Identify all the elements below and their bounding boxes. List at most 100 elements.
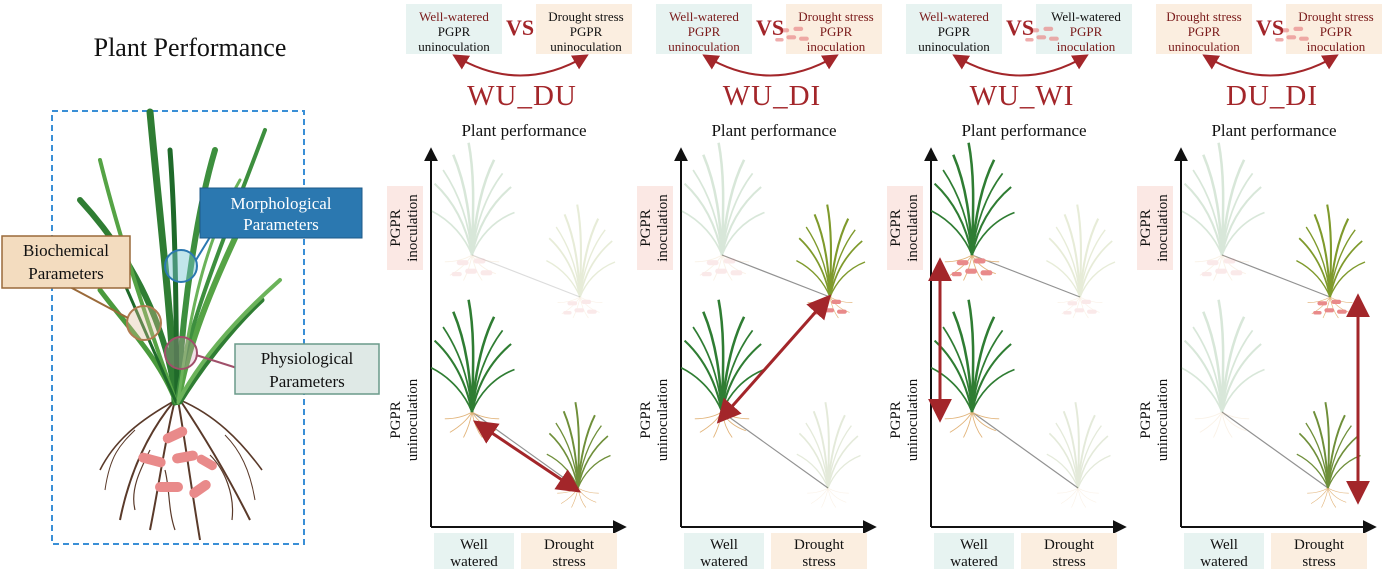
- plant-wu-roots: [944, 411, 1000, 438]
- uninoculation-trend-line: [1221, 411, 1329, 489]
- compare-left-line: PGPR: [438, 24, 471, 39]
- physiological-label-line2: Parameters: [269, 372, 345, 391]
- compare-right-line: inoculation: [807, 39, 866, 54]
- inoculation-trend-line: [971, 254, 1081, 298]
- comparison-curved-arrow: [702, 54, 839, 77]
- plant-di: [795, 203, 867, 319]
- y-label-uninoculation-line1: PGPR: [388, 401, 404, 439]
- compare-right-line: inoculation: [1307, 39, 1366, 54]
- comparison-code: WU_WI: [970, 80, 1075, 112]
- drought-label-box: [1021, 533, 1117, 569]
- inoculation-label-box: [1137, 186, 1173, 270]
- compare-left-box: [906, 4, 1002, 54]
- inoculation-trend-line: [721, 254, 831, 298]
- compare-right-line: Drought stress: [1298, 9, 1373, 24]
- x-label-well-line1: Well: [710, 537, 738, 553]
- x-label-well-line2: watered: [450, 554, 498, 570]
- inoculation-trend-line: [471, 254, 581, 298]
- main-plant-roots: [99, 399, 263, 541]
- plant-du-shoot: [795, 401, 862, 489]
- vs-label: VS: [756, 15, 784, 40]
- x-label-well-line1: Well: [960, 537, 988, 553]
- plant-du: [1045, 401, 1112, 508]
- plant-du: [1295, 401, 1362, 508]
- vs-label: VS: [1006, 15, 1034, 40]
- compare-right-line: uninoculation: [550, 39, 622, 54]
- biochemical-parameters-box: Biochemical Parameters: [1, 235, 131, 289]
- x-label-drought-line2: stress: [552, 554, 585, 570]
- uninoculation-trend-line: [971, 411, 1079, 489]
- physiological-zoom-circle: [164, 336, 198, 370]
- plant-wi-roots: [1194, 254, 1250, 281]
- compare-right-line: PGPR: [570, 24, 603, 39]
- plant-di: [545, 203, 617, 319]
- uninoculation-trend-line: [471, 411, 579, 489]
- morphological-parameters-box: Morphological Parameters: [199, 187, 363, 239]
- drought-label-box: [1271, 533, 1367, 569]
- x-label-drought-line1: Drought: [1044, 537, 1095, 553]
- plant-di: [1045, 203, 1117, 319]
- x-label-well-line1: Well: [1210, 537, 1238, 553]
- comparison-curved-arrow: [952, 54, 1089, 77]
- plant-wi-shoot: [429, 141, 516, 257]
- plant-wi: [1179, 141, 1266, 281]
- compare-left-line: PGPR: [1188, 24, 1221, 39]
- plant-wi-roots: [944, 254, 1000, 281]
- biochemical-connector: [69, 286, 129, 319]
- plant-wu-shoot: [1179, 298, 1266, 414]
- well-watered-label-box: [934, 533, 1014, 569]
- plant-du-roots: [806, 487, 850, 508]
- plant-wu-shoot: [929, 298, 1016, 414]
- main-plant-shoot: [77, 108, 282, 406]
- physiological-connector: [195, 354, 238, 369]
- comparison-curved-arrow: [452, 54, 589, 77]
- compare-right-line: Well-watered: [1051, 9, 1121, 24]
- plant-wi: [929, 141, 1016, 281]
- morphological-label-line1: Morphological: [230, 194, 331, 213]
- y-label-inoculation-line1: PGPR: [1138, 209, 1154, 247]
- main-plant-illustration: [77, 108, 282, 541]
- compare-left-line: Well-watered: [919, 9, 989, 24]
- plant-wi-shoot: [1179, 141, 1266, 257]
- well-watered-label-box: [684, 533, 764, 569]
- compare-right-line: PGPR: [1320, 24, 1353, 39]
- compare-right-line: PGPR: [820, 24, 853, 39]
- well-watered-label-box: [1184, 533, 1264, 569]
- compare-right-line: Drought stress: [798, 9, 873, 24]
- plant-wu-shoot: [679, 298, 766, 414]
- plant-wi-shoot: [679, 141, 766, 257]
- plant-di-bacteria: [1313, 299, 1347, 315]
- vs-label: VS: [1256, 15, 1284, 40]
- x-label-drought-line1: Drought: [1294, 537, 1345, 553]
- morphological-connector: [195, 236, 211, 261]
- plant-wi: [679, 141, 766, 281]
- plant-di-shoot: [795, 203, 867, 299]
- y-label-inoculation-line2: inoculation: [905, 194, 921, 262]
- plant-du-roots: [556, 487, 600, 508]
- y-label-uninoculation-line1: PGPR: [888, 401, 904, 439]
- compare-right-line: PGPR: [1070, 24, 1103, 39]
- plant-wi-roots: [444, 254, 500, 281]
- comparison-code: DU_DI: [1226, 80, 1318, 112]
- inoculation-label-box: [387, 186, 423, 270]
- x-label-drought-line2: stress: [802, 554, 835, 570]
- plant-du-shoot: [1295, 401, 1362, 489]
- y-label-uninoculation-line1: PGPR: [1138, 401, 1154, 439]
- panel-subtitle: Plant performance: [1211, 121, 1336, 140]
- plant-di-roots: [1307, 296, 1353, 319]
- comparison-code: WU_DI: [723, 80, 821, 112]
- main-title: Plant Performance: [94, 33, 287, 62]
- morphological-zoom-circle: [164, 249, 198, 283]
- compare-right-box: [536, 4, 632, 54]
- y-label-uninoculation-line2: uninoculation: [905, 378, 921, 461]
- inoculation-label-box: [887, 186, 923, 270]
- y-label-inoculation-line1: PGPR: [388, 209, 404, 247]
- x-label-well-line2: watered: [950, 554, 998, 570]
- plant-wu-roots: [1194, 411, 1250, 438]
- y-label-inoculation-line1: PGPR: [888, 209, 904, 247]
- x-label-drought-line1: Drought: [794, 537, 845, 553]
- y-label-inoculation-line2: inoculation: [655, 194, 671, 262]
- physiological-label-line1: Physiological: [261, 349, 354, 368]
